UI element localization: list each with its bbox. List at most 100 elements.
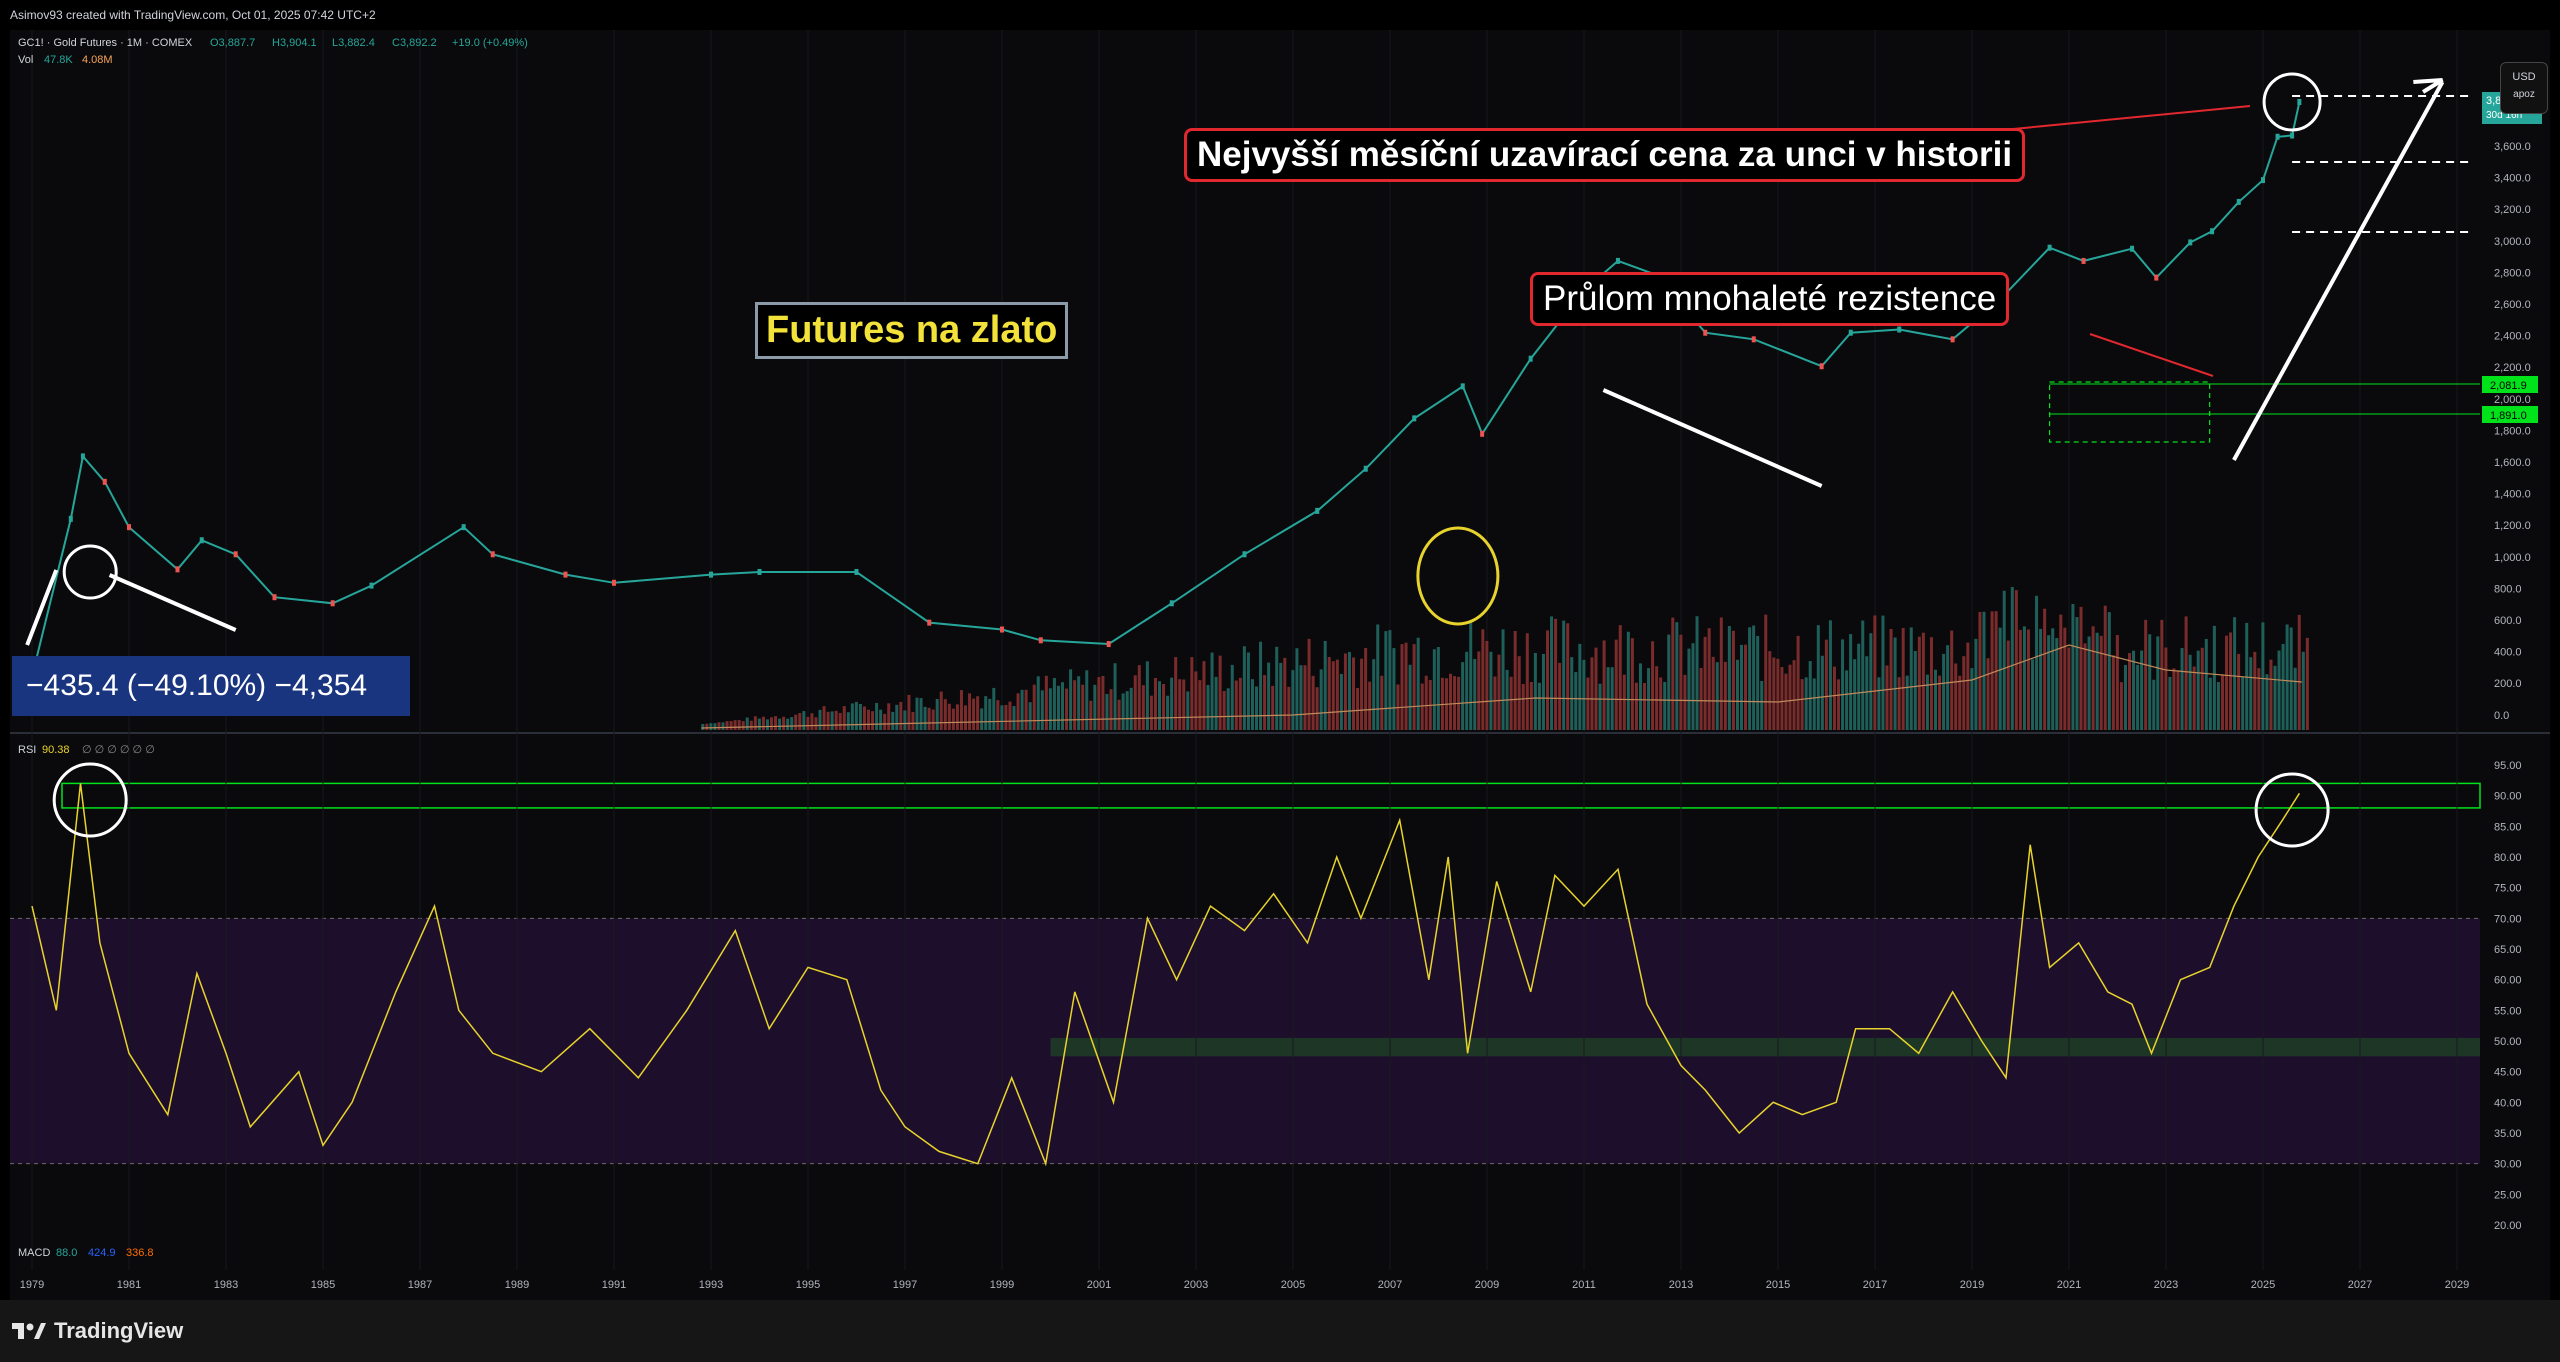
price-point <box>2130 245 2135 252</box>
volume-bar <box>1509 676 1513 730</box>
volume-bar <box>2253 651 2257 730</box>
volume-bar <box>1675 622 1679 730</box>
volume-bar <box>1687 648 1691 730</box>
volume-bar <box>1905 675 1909 730</box>
range-box <box>2048 381 2211 443</box>
volume-bar <box>1606 667 1610 730</box>
volume-bar <box>1853 659 1857 730</box>
volume-bar <box>1230 664 1234 730</box>
volume-bar <box>1158 681 1162 730</box>
volume-bar <box>786 718 790 730</box>
volume-bar <box>2144 619 2148 730</box>
volume-bar <box>1372 659 1376 730</box>
volume-bar <box>1461 662 1465 730</box>
price-tick-label: 0.0 <box>2494 710 2509 722</box>
volume-bar <box>2107 612 2111 730</box>
volume-bar <box>2196 650 2200 730</box>
volume-bar <box>1295 648 1299 730</box>
top-callout[interactable]: Nejvyšší měsíční uzavírací cena za unci … <box>1184 128 2026 182</box>
volume-bar <box>1101 675 1105 730</box>
volume-bar <box>842 706 846 730</box>
volume-bar <box>883 713 887 730</box>
arrow-up-1979 <box>25 569 59 646</box>
price-point <box>2188 239 2193 246</box>
volume-bar <box>1626 631 1630 730</box>
volume-bar <box>733 720 737 730</box>
volume-bar <box>1764 614 1768 730</box>
volume-bar <box>1925 674 1929 730</box>
x-tick-label: 2005 <box>1281 1279 1305 1291</box>
price-point <box>1169 600 1174 607</box>
volume-bar <box>2047 635 2051 730</box>
price-point <box>2261 177 2265 184</box>
chart-area[interactable]: 1979 1981 1983 1985 1987 1989 1991 1993 1995 1997… <box>10 30 2550 1300</box>
volume-bar <box>1574 672 1578 730</box>
volume-bar <box>1832 666 1836 730</box>
volume-bar <box>947 703 951 730</box>
volume-bar <box>1691 643 1695 730</box>
volume-bar <box>1655 666 1659 730</box>
volume-bar <box>2148 634 2152 730</box>
x-tick-label: 1995 <box>796 1279 820 1291</box>
volume-bar <box>1036 676 1040 730</box>
volume-bar <box>1812 678 1816 730</box>
tradingview-logo[interactable]: TradingView <box>12 1318 183 1344</box>
volume-bar <box>1141 685 1145 730</box>
volume-bar <box>1380 675 1384 730</box>
volume-bar <box>2051 628 2055 730</box>
volume-bar <box>1364 648 1368 730</box>
arrow-head-2025 <box>2413 78 2444 94</box>
volume-bar <box>1166 695 1170 730</box>
volume-bar <box>1259 641 1263 730</box>
price-point <box>1480 430 1485 437</box>
level-hi-text: 2,081.9 <box>2490 380 2527 392</box>
volume-bar <box>972 698 976 730</box>
volume-bar <box>1715 662 1719 730</box>
rsi-highlight-zone <box>61 782 2481 809</box>
volume-bar <box>1792 660 1796 730</box>
x-tick-label: 2017 <box>1863 1279 1887 1291</box>
volume-bar <box>1089 700 1093 730</box>
circle-rsi-2025 <box>2254 772 2330 848</box>
measure-box[interactable]: −435.4 (−49.10%) −4,354 <box>12 656 410 716</box>
volume-bar <box>2245 622 2249 730</box>
x-tick-label: 2011 <box>1572 1279 1596 1291</box>
volume-bar <box>2180 648 2184 730</box>
rsi-tick-label: 90.00 <box>2494 791 2522 803</box>
level-lo-badge <box>2482 406 2538 423</box>
macd-value: 88.0 <box>56 1247 77 1259</box>
volume-bar <box>2043 608 2047 730</box>
volume-bar <box>1307 638 1311 730</box>
volume-bar <box>1590 657 1594 730</box>
volume-bar <box>895 704 899 730</box>
volume-bar <box>2192 666 2196 730</box>
volume-bar <box>927 707 931 730</box>
volume-bar <box>850 703 854 730</box>
volume-bar <box>951 708 955 730</box>
volume-bar <box>1339 673 1343 730</box>
price-point <box>1000 626 1004 633</box>
volume-bar <box>1412 644 1416 730</box>
volume-bar <box>1133 675 1137 730</box>
volume-bar <box>1356 687 1360 730</box>
volume-bar <box>1020 689 1024 730</box>
volume-bar <box>1129 687 1133 730</box>
volume-bar <box>1267 662 1271 730</box>
title-box[interactable]: Futures na zlato <box>755 302 1069 359</box>
volume-bar <box>2026 629 2030 730</box>
volume-bar <box>1921 632 1925 730</box>
price-tick-label: 2,600.0 <box>2494 299 2531 311</box>
currency-button[interactable]: USD apoz <box>2500 62 2548 114</box>
breakout-callout[interactable]: Průlom mnohaleté rezistence <box>1530 272 2010 326</box>
volume-bar <box>713 723 717 730</box>
volume-bar <box>1097 677 1101 730</box>
volume-bar <box>1194 671 1198 730</box>
volume-bar <box>1869 633 1873 730</box>
volume-bar <box>1934 669 1938 730</box>
volume-bar <box>2014 590 2018 730</box>
volume-bar <box>1069 669 1073 730</box>
volume-bar <box>1004 704 1008 730</box>
volume-bar <box>826 711 830 730</box>
price-tick-label: 3,200.0 <box>2494 204 2531 216</box>
volume-bar <box>943 699 947 730</box>
